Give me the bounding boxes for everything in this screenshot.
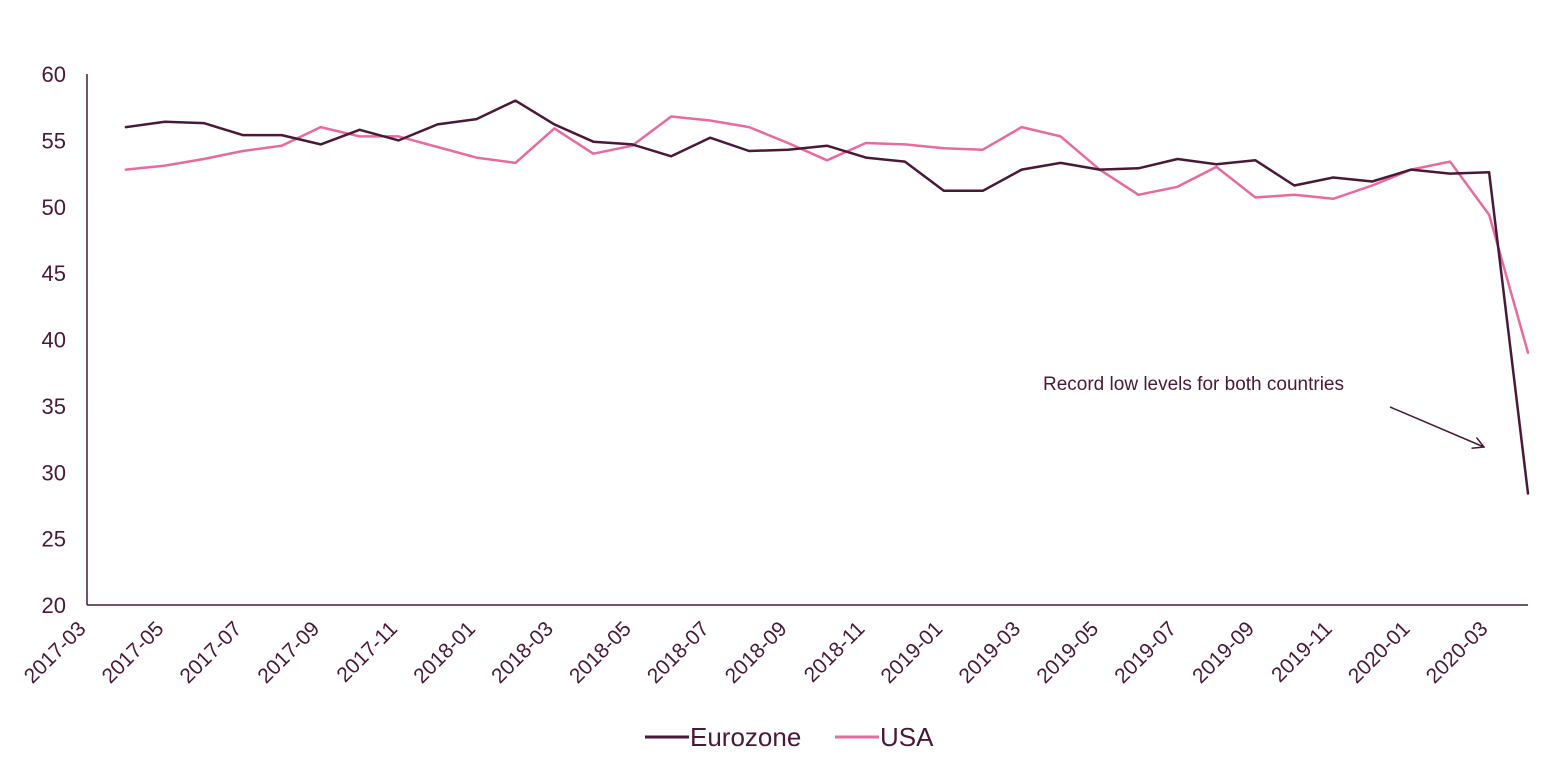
- series-layer: [124, 99, 1530, 495]
- y-tick-label: 40: [42, 328, 66, 353]
- annotation: Record low levels for both countries: [1043, 374, 1484, 447]
- legend-label-usa: USA: [880, 722, 934, 752]
- x-tick-label: 2018-01: [409, 617, 480, 688]
- x-tick-label: 2019-03: [954, 617, 1025, 688]
- x-tick-label: 2017-09: [253, 617, 324, 688]
- y-tick-label: 45: [42, 261, 66, 286]
- series-line-usa: [124, 115, 1530, 355]
- x-tick-label: 2017-03: [20, 617, 91, 688]
- x-tick-label: 2017-07: [176, 617, 247, 688]
- x-tick-label: 2019-07: [1110, 617, 1181, 688]
- y-tick-label: 55: [42, 128, 66, 153]
- x-tick-label: 2019-11: [1267, 617, 1337, 687]
- x-tick-label: 2019-05: [1032, 617, 1103, 688]
- y-axis-ticks: 20 25 30 35 40 45 50 55 60: [42, 62, 66, 618]
- y-tick-label: 60: [42, 62, 66, 87]
- y-tick-label: 25: [42, 527, 66, 552]
- x-tick-label: 2018-11: [800, 617, 870, 687]
- y-tick-label: 20: [42, 593, 66, 618]
- legend-label-eurozone: Eurozone: [690, 722, 801, 752]
- axes: [86, 74, 1528, 606]
- x-tick-label: 2019-09: [1188, 617, 1259, 688]
- annotation-text: Record low levels for both countries: [1043, 374, 1344, 395]
- x-tick-label: 2018-07: [643, 617, 714, 688]
- x-tick-label: 2018-09: [721, 617, 792, 688]
- x-tick-label: 2017-05: [98, 617, 169, 688]
- x-tick-label: 2020-03: [1422, 617, 1493, 688]
- y-tick-label: 30: [42, 460, 66, 485]
- x-tick-label: 2020-01: [1344, 617, 1415, 688]
- y-tick-label: 35: [42, 394, 66, 419]
- x-tick-label: 2017-11: [332, 617, 402, 687]
- legend: Eurozone USA: [645, 722, 934, 752]
- x-axis-ticks: 2017-03 2017-05 2017-07 2017-09 2017-11 2018-…: [20, 617, 1493, 688]
- x-tick-label: 2018-03: [487, 617, 558, 688]
- x-tick-label: 2018-05: [565, 617, 636, 688]
- annotation-arrow: [1389, 406, 1484, 447]
- x-tick-label: 2019-01: [877, 617, 948, 688]
- series-line-eurozone: [124, 99, 1530, 495]
- y-tick-label: 50: [42, 195, 66, 220]
